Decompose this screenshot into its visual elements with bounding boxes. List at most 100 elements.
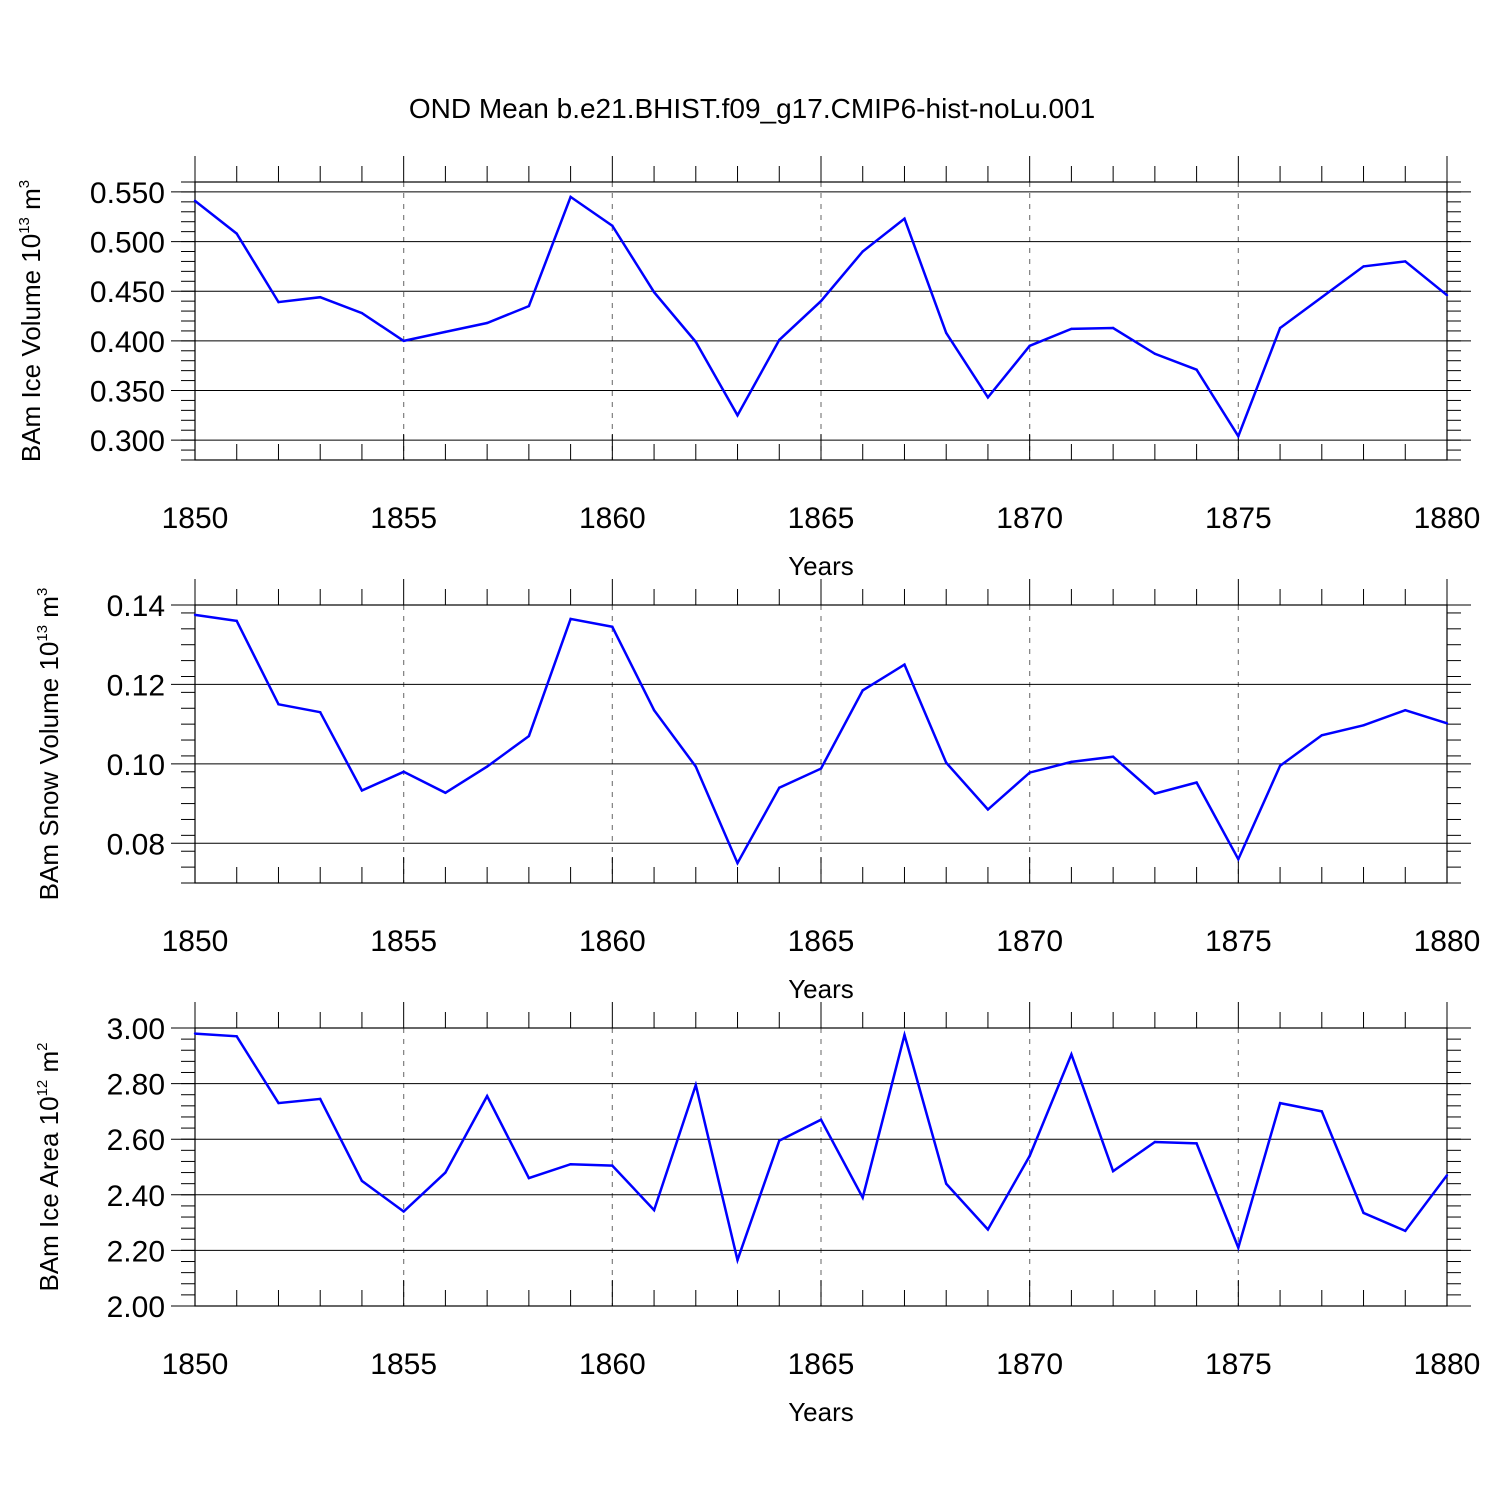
y-axis-title-exponent: 13 [16,217,33,234]
x-tick-label: 1880 [1414,502,1481,535]
data-point [945,331,948,335]
x-axis-title: Years [788,974,854,1004]
data-point [1153,1140,1157,1144]
data-point [652,1208,656,1212]
data-point [1404,1229,1407,1233]
x-tick-label: 1880 [1414,1348,1481,1381]
data-point [1445,1174,1449,1177]
x-tick-label: 1855 [370,1348,437,1381]
data-point [611,625,614,629]
x-tick-label: 1875 [1205,925,1272,958]
data-point [485,321,489,325]
data-point [1111,755,1115,758]
data-point [736,1258,739,1262]
data-point [986,808,990,811]
data-point [1195,781,1198,784]
y-axis-title: BAm Snow Volume 1013 m3 [34,588,64,901]
data-point [235,232,238,235]
data-point [1028,344,1031,348]
data-point [402,339,405,343]
x-tick-label: 1855 [370,925,437,958]
data-point [1070,1053,1073,1056]
y-tick-label: 3.00 [107,1013,165,1046]
data-point [1237,434,1240,438]
data-point [694,340,697,344]
y-tick-label: 0.14 [107,590,165,623]
y-axis-title-exponent: 3 [16,180,33,188]
y-axis-title-text: m [16,188,46,217]
x-tick-label: 1870 [996,925,1063,958]
y-tick-label: 2.20 [107,1235,165,1268]
data-point [319,295,322,299]
y-tick-label: 0.350 [90,376,165,409]
data-point [652,709,656,712]
data-point [1070,327,1073,331]
x-tick-label: 1865 [788,502,855,535]
data-point [1445,293,1449,297]
data-point [1278,326,1282,330]
x-axis-title: Years [788,551,854,581]
data-point [819,299,823,303]
data-point [1320,1110,1324,1113]
x-tick-label: 1860 [579,502,646,535]
data-point [193,613,197,617]
chart-panels: 0.300 0.350 0.400 0.450 0.500 0.550 1850 1855 18… [16,156,1480,1427]
data-point [611,1164,614,1167]
data-point [778,1139,781,1142]
y-tick-label: 0.08 [107,828,165,861]
data-point [1404,709,1407,712]
data-point [819,1118,823,1121]
panel-3: 2.00 2.20 2.40 2.60 2.80 3.00 1850 1855 1860 1865… [34,1002,1480,1427]
data-point [694,765,697,768]
plot-frame [194,181,1448,461]
y-axis-title-exponent: 3 [34,588,51,596]
data-point [569,617,572,621]
data-point [527,734,531,738]
data-point [235,1035,238,1038]
data-point [903,1033,906,1037]
data-point [736,414,739,417]
data-point [527,304,531,308]
y-axis-title: BAm Ice Area 1012 m2 [34,1042,64,1291]
y-tick-label: 0.400 [90,326,165,359]
data-point [1028,771,1031,774]
x-tick-label: 1850 [162,1348,229,1381]
y-tick-label: 2.80 [107,1069,165,1102]
x-tick-label: 1860 [579,925,646,958]
x-tick-label: 1875 [1205,502,1272,535]
data-point [235,619,238,623]
y-axis-title-text: BAm Ice Volume 10 [16,234,46,462]
data-point [861,250,864,253]
y-tick-label: 0.450 [90,276,165,309]
x-tick-label: 1865 [788,925,855,958]
data-point [1320,734,1324,737]
data-point [1111,326,1115,330]
data-point [193,199,197,203]
data-point [569,195,572,199]
data-point [1320,295,1324,299]
y-axis-title-exponent: 12 [34,1080,51,1097]
data-point [1070,760,1073,764]
data-point [611,224,614,227]
x-tick-label: 1860 [579,1348,646,1381]
data-point [1237,1246,1240,1249]
data-point [444,791,447,795]
y-tick-label: 0.300 [90,425,165,458]
data-point [360,1179,364,1183]
data-point [1028,1154,1031,1158]
x-tick-label: 1850 [162,925,229,958]
data-point [402,770,405,773]
data-point [778,786,781,789]
y-tick-label: 0.12 [107,669,165,702]
data-point [1362,724,1365,727]
x-tick-label: 1850 [162,502,229,535]
y-axis-title-text: m [34,1051,64,1080]
data-point [1237,857,1240,861]
data-point [1153,352,1157,355]
data-point [1111,1169,1115,1173]
y-tick-label: 0.500 [90,227,165,260]
data-point [569,1163,572,1166]
data-point [986,1228,990,1231]
y-axis-title-text: m [34,596,64,625]
